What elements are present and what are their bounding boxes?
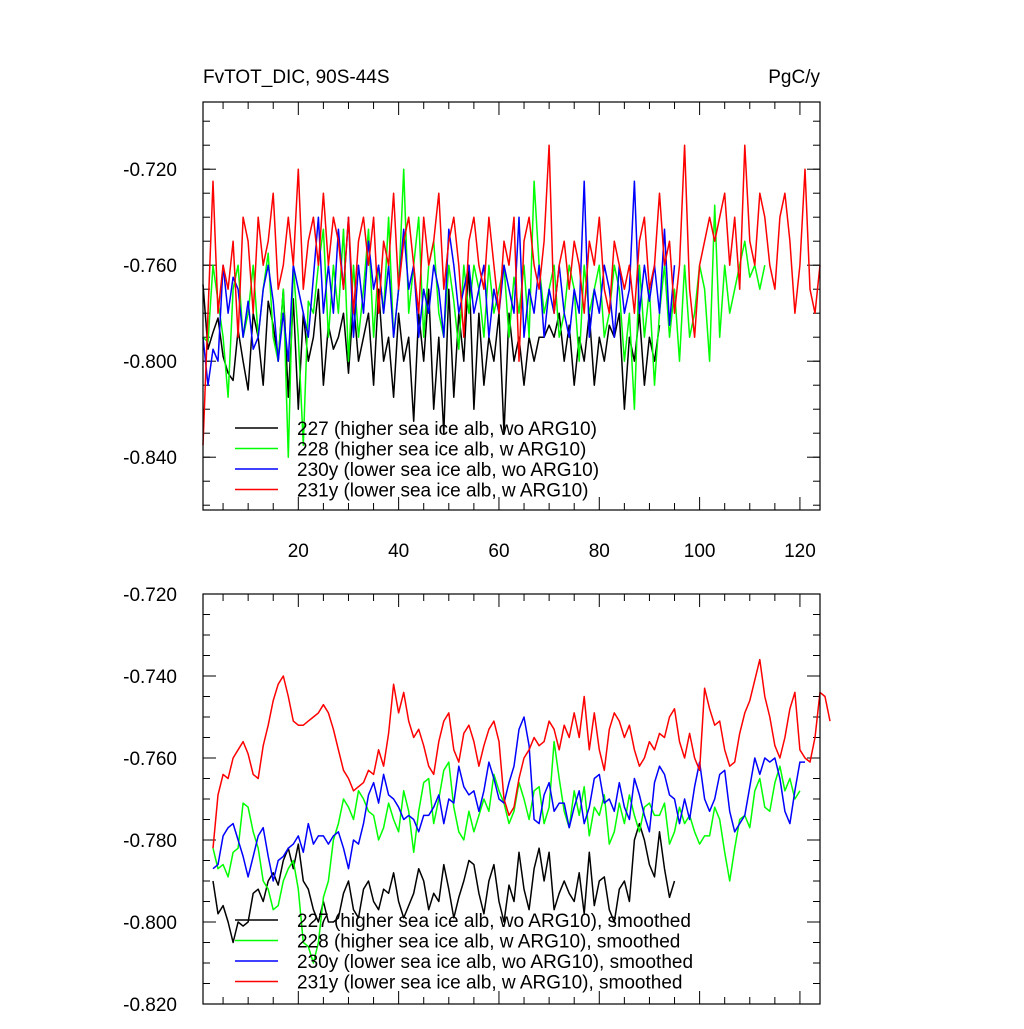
x-tick-label: 100 bbox=[684, 541, 716, 562]
bottom-panel: -0.820 -0.800 -0.780 -0.760 -0.740 -0.720 227… bbox=[123, 585, 831, 1016]
y-tick-label: -0.760 bbox=[123, 256, 177, 277]
bottom-legend-label-1: 227 (higher sea ice alb, wo ARG10), smoo… bbox=[297, 911, 691, 932]
y-tick-label: -0.780 bbox=[123, 831, 177, 852]
x-tick-label: 60 bbox=[488, 541, 509, 562]
top-legend-label-1: 227 (higher sea ice alb, wo ARG10) bbox=[297, 419, 597, 440]
x-tick-label: 40 bbox=[388, 541, 409, 562]
chart-units-label: PgC/y bbox=[768, 67, 820, 88]
bottom-legend-label-2: 228 (higher sea ice alb, w ARG10), smoot… bbox=[297, 932, 680, 953]
top-panel: FvTOT_DIC, 90S-44S PgC/y -0.840 -0.800 -0.… bbox=[123, 67, 821, 562]
y-tick-label: -0.720 bbox=[123, 160, 177, 181]
x-tick-label: 20 bbox=[288, 541, 309, 562]
bottom-plot-frame bbox=[202, 593, 821, 1005]
bottom-series-line-4 bbox=[212, 658, 831, 849]
y-tick-label: -0.720 bbox=[123, 585, 177, 606]
bottom-legend-label-4: 231y (lower sea ice alb, w ARG10), smoot… bbox=[297, 973, 682, 994]
bottom-series-line-2 bbox=[212, 740, 801, 964]
y-tick-label: -0.740 bbox=[123, 667, 177, 688]
top-legend-label-2: 228 (higher sea ice alb, w ARG10) bbox=[297, 440, 586, 461]
bottom-legend-label-3: 230y (lower sea ice alb, wo ARG10), smoo… bbox=[297, 952, 693, 973]
top-series-line-4 bbox=[202, 144, 821, 446]
top-legend-label-3: 230y (lower sea ice alb, wo ARG10) bbox=[297, 460, 599, 481]
bottom-series-line-3 bbox=[212, 716, 805, 882]
x-tick-label: 80 bbox=[589, 541, 610, 562]
top-series-group bbox=[202, 144, 821, 458]
top-legend: 227 (higher sea ice alb, wo ARG10)228 (h… bbox=[235, 419, 599, 502]
y-tick-label: -0.760 bbox=[123, 749, 177, 770]
y-tick-label: -0.800 bbox=[123, 352, 177, 373]
chart-title-left: FvTOT_DIC, 90S-44S bbox=[203, 67, 390, 88]
top-plot-frame bbox=[202, 101, 821, 511]
x-tick-label: 120 bbox=[784, 541, 816, 562]
bottom-legend: 227 (higher sea ice alb, wo ARG10), smoo… bbox=[235, 911, 693, 994]
y-tick-label: -0.840 bbox=[123, 448, 177, 469]
y-tick-label: -0.820 bbox=[123, 995, 177, 1016]
bottom-series-group bbox=[212, 658, 831, 964]
top-series-line-2 bbox=[202, 168, 766, 458]
bottom-series-line-1 bbox=[212, 822, 676, 944]
top-series-line-3 bbox=[202, 180, 676, 386]
y-tick-label: -0.800 bbox=[123, 913, 177, 934]
top-legend-label-4: 231y (lower sea ice alb, w ARG10) bbox=[297, 481, 588, 502]
